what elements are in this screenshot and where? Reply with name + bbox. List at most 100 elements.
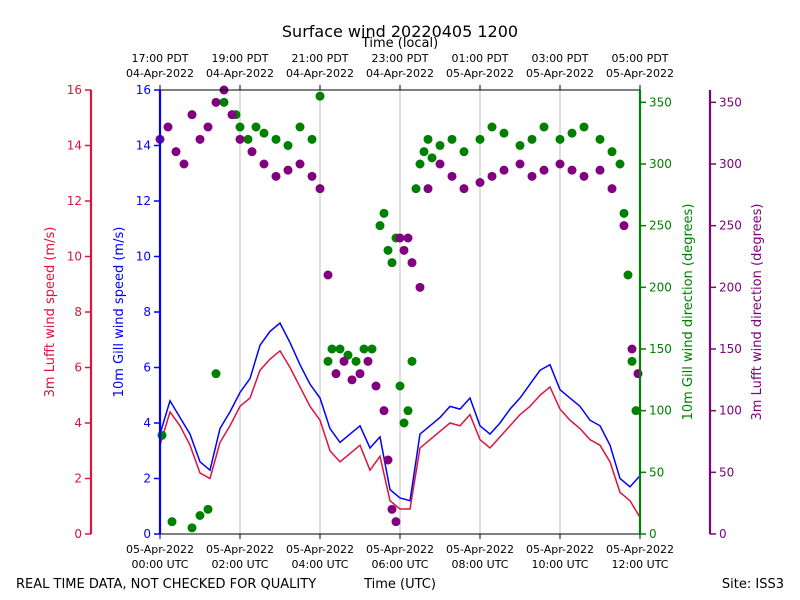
series-point — [475, 134, 485, 144]
series-point — [407, 258, 417, 268]
series-point — [499, 128, 509, 138]
series-point — [271, 134, 281, 144]
lufft-dir-axis-tick-label: 250 — [719, 219, 742, 233]
series-point — [395, 381, 405, 391]
series-point — [371, 381, 381, 391]
series-point — [595, 165, 605, 175]
lufft-dir-axis-tick-label: 350 — [719, 95, 742, 109]
lufft-dir-axis-tick-label: 100 — [719, 404, 742, 418]
x-tick-label: 05-Apr-2022 — [526, 543, 594, 556]
top-tick-label: 03:00 PDT — [531, 52, 588, 65]
gill-speed-axis-tick-label: 8 — [143, 305, 151, 319]
gill-speed-axis-tick-label: 14 — [136, 139, 151, 153]
series-point — [351, 356, 361, 366]
series-point — [195, 134, 205, 144]
x-tick-label: 05-Apr-2022 — [366, 543, 434, 556]
gill-speed-axis-tick-label: 2 — [143, 472, 151, 486]
top-tick-label: 04-Apr-2022 — [206, 67, 274, 80]
x-tick-label: 05-Apr-2022 — [126, 543, 194, 556]
series-point — [163, 122, 173, 132]
series-point — [499, 165, 509, 175]
series-point — [387, 504, 397, 514]
x-tick-label: 05-Apr-2022 — [286, 543, 354, 556]
series-point — [375, 221, 385, 231]
series-point — [339, 356, 349, 366]
series-point — [619, 208, 629, 218]
series-point — [271, 171, 281, 181]
series-point — [347, 375, 357, 385]
series-point — [567, 165, 577, 175]
x-tick-label: 06:00 UTC — [371, 558, 428, 571]
series-point — [415, 282, 425, 292]
lufft-dir-axis-tick-label: 300 — [719, 157, 742, 171]
site-label: Site: ISS3 — [722, 577, 784, 592]
gill-speed-axis-tick-label: 6 — [143, 361, 151, 375]
x-tick-label: 05-Apr-2022 — [206, 543, 274, 556]
gill-speed-axis-tick-label: 12 — [136, 194, 151, 208]
series-point — [315, 184, 325, 194]
series-point — [627, 356, 637, 366]
top-tick-label: 23:00 PDT — [371, 52, 428, 65]
gill-dir-axis-label: 10m Gill wind direction (degrees) — [681, 204, 696, 421]
x-axis-label: Time (UTC) — [363, 577, 436, 592]
top-tick-label: 04-Apr-2022 — [366, 67, 434, 80]
series-point — [423, 134, 433, 144]
series-point — [487, 122, 497, 132]
series-point — [355, 369, 365, 379]
series-point — [251, 122, 261, 132]
lufft-speed-axis-tick-label: 4 — [74, 416, 82, 430]
top-tick-label: 05:00 PDT — [611, 52, 668, 65]
series-point — [415, 159, 425, 169]
series-point — [391, 517, 401, 527]
gridlines — [239, 90, 561, 534]
series-point — [379, 208, 389, 218]
lufft-dir-axis-tick-label: 150 — [719, 342, 742, 356]
top-tick-label: 05-Apr-2022 — [526, 67, 594, 80]
series-point — [363, 356, 373, 366]
series-point — [567, 128, 577, 138]
series-point — [331, 369, 341, 379]
series-point — [327, 344, 337, 354]
gill-speed-axis-tick-label: 16 — [136, 83, 151, 97]
lufft-speed-axis-tick-label: 0 — [74, 527, 82, 541]
gill-dir-axis-tick-label: 100 — [649, 404, 672, 418]
top-tick-label: 05-Apr-2022 — [446, 67, 514, 80]
top-tick-label: 04-Apr-2022 — [286, 67, 354, 80]
series-point — [187, 110, 197, 120]
gill-speed-axis-label: 10m Gill wind speed (m/s) — [112, 227, 127, 398]
series-point — [211, 369, 221, 379]
lufft-speed-axis-tick-label: 6 — [74, 361, 82, 375]
series-point — [619, 221, 629, 231]
gill-dir-axis-tick-label: 0 — [649, 527, 657, 541]
lufft-speed-axis-tick-label: 8 — [74, 305, 82, 319]
gill-speed-axis-tick-label: 4 — [143, 416, 151, 430]
lufft-speed-axis-label: 3m Lufft wind speed (m/s) — [43, 227, 58, 398]
series-point — [527, 171, 537, 181]
x-tick-label: 00:00 UTC — [131, 558, 188, 571]
series-point — [307, 134, 317, 144]
series-point — [539, 165, 549, 175]
series-point — [515, 159, 525, 169]
x-tick-label: 04:00 UTC — [291, 558, 348, 571]
series-point — [555, 159, 565, 169]
series-point — [315, 91, 325, 101]
lufft-speed-axis-tick-label: 2 — [74, 472, 82, 486]
x-tick-label: 10:00 UTC — [531, 558, 588, 571]
series-point — [295, 159, 305, 169]
series-point — [399, 418, 409, 428]
axes: 05-Apr-2022 00:00 UTC 05-Apr-2022 02:00 UTC… — [43, 52, 765, 571]
top-tick-label: 17:00 PDT — [131, 52, 188, 65]
series-point — [607, 184, 617, 194]
series-point — [307, 171, 317, 181]
series-point — [475, 178, 485, 187]
series-point — [195, 511, 205, 520]
top-tick-label: 04-Apr-2022 — [126, 67, 194, 80]
lufft-dir-axis-tick-label: 200 — [719, 280, 742, 294]
series-point — [395, 233, 405, 243]
gill-dir-axis-tick-label: 300 — [649, 157, 672, 171]
series-point — [219, 97, 229, 107]
x-tick-label: 08:00 UTC — [451, 558, 508, 571]
series-point — [323, 356, 333, 366]
series-point — [607, 147, 617, 157]
series-point — [399, 245, 409, 255]
